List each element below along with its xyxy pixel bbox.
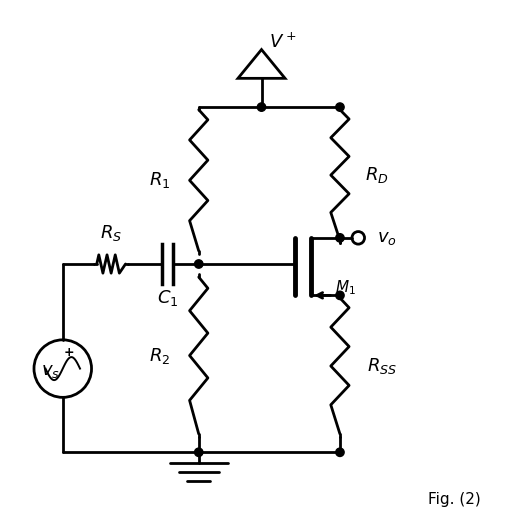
Text: $R_{SS}$: $R_{SS}$: [367, 356, 397, 376]
Circle shape: [336, 234, 344, 242]
Text: +: +: [64, 346, 74, 359]
Circle shape: [257, 103, 266, 111]
Text: $R_S$: $R_S$: [100, 223, 122, 243]
Text: $R_1$: $R_1$: [149, 171, 170, 190]
Text: Fig. (2): Fig. (2): [428, 492, 481, 507]
Text: $C_1$: $C_1$: [156, 288, 178, 308]
Circle shape: [336, 291, 344, 299]
Text: $V^+$: $V^+$: [269, 32, 296, 51]
Circle shape: [195, 260, 203, 268]
Circle shape: [195, 448, 203, 457]
Circle shape: [336, 448, 344, 457]
Text: $v_s$: $v_s$: [41, 362, 60, 380]
Text: $R_2$: $R_2$: [149, 345, 170, 365]
Text: $M_1$: $M_1$: [335, 278, 356, 297]
Text: $R_D$: $R_D$: [365, 165, 389, 185]
Circle shape: [336, 103, 344, 111]
Text: $v_o$: $v_o$: [377, 229, 397, 247]
